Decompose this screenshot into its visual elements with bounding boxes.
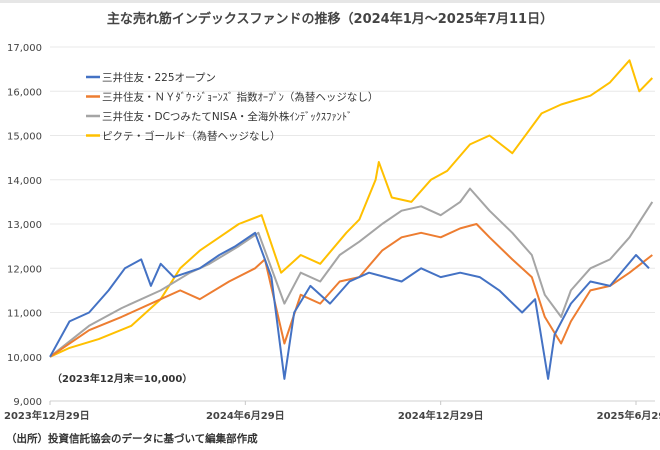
x-tick-label: 2025年6月29日 [597,409,660,422]
legend-label: 三井住友・225オープン [102,71,216,84]
legend-label: 三井住友・DCつみたてNISA・全海外株ｲﾝﾃﾞｯｸｽﾌｧﾝﾄﾞ [102,110,352,123]
legend-label: ピクテ・ゴールド（為替ヘッジなし） [102,130,281,143]
series-line-2 [49,187,654,358]
y-tick-label: 17,000 [7,43,42,54]
series-line-1 [49,223,653,358]
y-tick-label: 11,000 [7,309,42,320]
y-tick-label: 10,000 [7,353,42,364]
x-tick-label: 2023年12月29日 [4,409,90,422]
y-tick-label: 13,000 [7,220,42,231]
y-tick-label: 16,000 [7,87,42,98]
base-annotation: （2023年12月末＝10,000） [52,372,192,385]
x-tick-label: 2024年6月29日 [206,409,285,422]
series-line-3 [49,59,654,358]
y-tick-label: 15,000 [7,132,42,143]
line-chart: 9,000 10,000 11,000 12,000 13,000 14,000 15,00… [4,43,660,422]
legend-label: 三井住友・ＮＹﾀﾞｳ･ｼﾞｮｰﾝｽﾞ 指数ｵｰﾌﾟﾝ（為替ヘッジなし） [102,91,378,104]
y-tick-label: 9,000 [13,397,42,408]
series-line-0 [49,231,650,380]
chart-title: 主な売れ筋インデックスファンドの推移（2024年1月～2025年7月11日） [106,12,554,27]
x-tick-label: 2024年12月29日 [398,409,484,422]
y-tick-label: 14,000 [7,176,42,187]
source-note: （出所）投資信託協会のデータに基づいて編集部作成 [6,433,258,445]
y-tick-label: 12,000 [7,264,42,275]
